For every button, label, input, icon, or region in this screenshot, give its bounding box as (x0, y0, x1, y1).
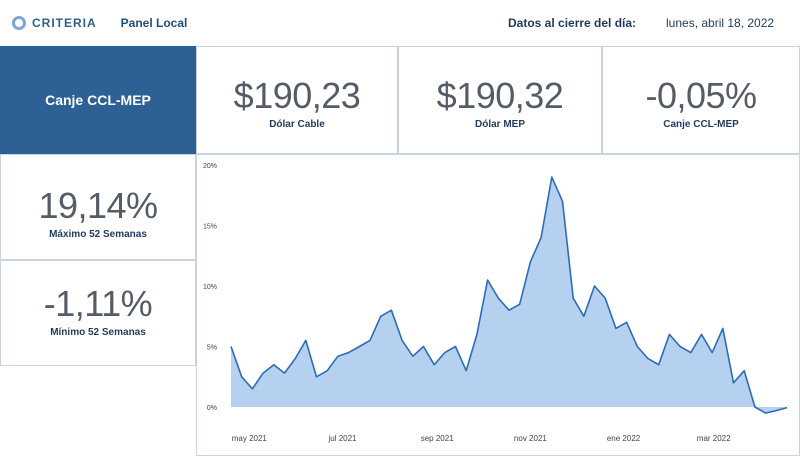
close-date: lunes, abril 18, 2022 (666, 16, 775, 30)
data-point (583, 315, 585, 317)
y-tick-label: 15% (203, 224, 217, 231)
kpi-value: -0,05% (645, 75, 757, 116)
data-point (486, 279, 488, 281)
data-point (305, 339, 307, 341)
data-point (508, 309, 510, 311)
data-point (283, 372, 285, 374)
data-point (326, 370, 328, 372)
data-point (519, 303, 521, 305)
data-point (551, 176, 553, 178)
data-point (294, 357, 296, 359)
x-tick-label: mar 2022 (697, 434, 731, 443)
kpi-maximo: 19,14% Máximo 52 Semanas (0, 154, 196, 260)
logo: CRITERIA (12, 16, 97, 30)
data-point (422, 345, 424, 347)
data-point (658, 364, 660, 366)
logo-text: CRITERIA (32, 16, 97, 30)
data-point (700, 333, 702, 335)
data-point (347, 351, 349, 353)
series-area (231, 177, 787, 414)
data-point (604, 297, 606, 299)
y-tick-label: 5% (207, 345, 217, 352)
data-point (262, 372, 264, 374)
kpi-label: Dólar Cable (269, 119, 325, 130)
panel-title: Panel Local (120, 16, 188, 30)
data-point (540, 236, 542, 238)
data-point (444, 351, 446, 353)
data-point (561, 200, 563, 202)
data-point (390, 309, 392, 311)
kpi-value: 19,14% (38, 185, 158, 226)
chart-panel: 0% 5% 10% 15% 20% may 2021 jul 2021 sep 2021 no… (196, 154, 800, 456)
kpi-label: Máximo 52 Semanas (49, 229, 147, 240)
data-point (476, 333, 478, 335)
data-point (711, 351, 713, 353)
x-tick-label: ene 2022 (607, 434, 641, 443)
data-point (743, 370, 745, 372)
series-line (230, 176, 788, 414)
close-label: Datos al cierre del día: (508, 16, 637, 30)
kpi-dolar-mep: $190,32 Dólar MEP (398, 46, 602, 154)
data-point (754, 406, 756, 408)
data-point (593, 285, 595, 287)
data-point (690, 351, 692, 353)
data-point (241, 376, 243, 378)
kpi-canje: -0,05% Canje CCL-MEP (602, 46, 800, 154)
kpi-value: $190,23 (233, 75, 361, 116)
data-point (315, 376, 317, 378)
data-point (337, 355, 339, 357)
x-tick-label: jul 2021 (327, 434, 357, 443)
data-point (454, 345, 456, 347)
x-tick-label: sep 2021 (421, 434, 454, 443)
data-point (647, 357, 649, 359)
kpi-label: Canje CCL-MEP (663, 119, 739, 130)
data-point (273, 364, 275, 366)
data-point (732, 382, 734, 384)
kpi-value: $190,32 (436, 75, 564, 116)
data-point (401, 339, 403, 341)
data-point (722, 327, 724, 329)
x-tick-label: nov 2021 (514, 434, 547, 443)
hero-panel: Canje CCL-MEP (0, 46, 196, 154)
y-tick-label: 20% (203, 163, 217, 170)
hero-label: Canje CCL-MEP (45, 92, 151, 108)
kpi-label: Mínimo 52 Semanas (50, 327, 146, 338)
header: CRITERIA Panel Local Datos al cierre del… (0, 0, 800, 46)
canje-chart: 0% 5% 10% 15% 20% may 2021 jul 2021 sep 2021 no… (203, 163, 788, 443)
data-point (358, 345, 360, 347)
data-point (465, 370, 467, 372)
data-point (497, 297, 499, 299)
kpi-dolar-cable: $190,23 Dólar Cable (196, 46, 398, 154)
data-point (764, 412, 766, 414)
data-point (625, 321, 627, 323)
x-tick-label: may 2021 (232, 434, 268, 443)
logo-ring-icon (12, 16, 26, 30)
data-point (679, 345, 681, 347)
kpi-label: Dólar MEP (474, 119, 525, 130)
kpi-minimo: -1,11% Mínimo 52 Semanas (0, 260, 196, 366)
data-point (230, 345, 232, 347)
data-point (786, 406, 788, 408)
data-point (529, 261, 531, 263)
data-point (615, 327, 617, 329)
data-point (251, 388, 253, 390)
data-point (572, 297, 574, 299)
data-point (412, 355, 414, 357)
kpi-value: -1,11% (43, 283, 153, 324)
y-tick-label: 10% (203, 284, 217, 291)
data-point (636, 345, 638, 347)
data-point (775, 409, 777, 411)
data-point (433, 364, 435, 366)
data-point (668, 333, 670, 335)
data-point (369, 339, 371, 341)
y-tick-label: 0% (207, 405, 217, 412)
data-point (380, 315, 382, 317)
